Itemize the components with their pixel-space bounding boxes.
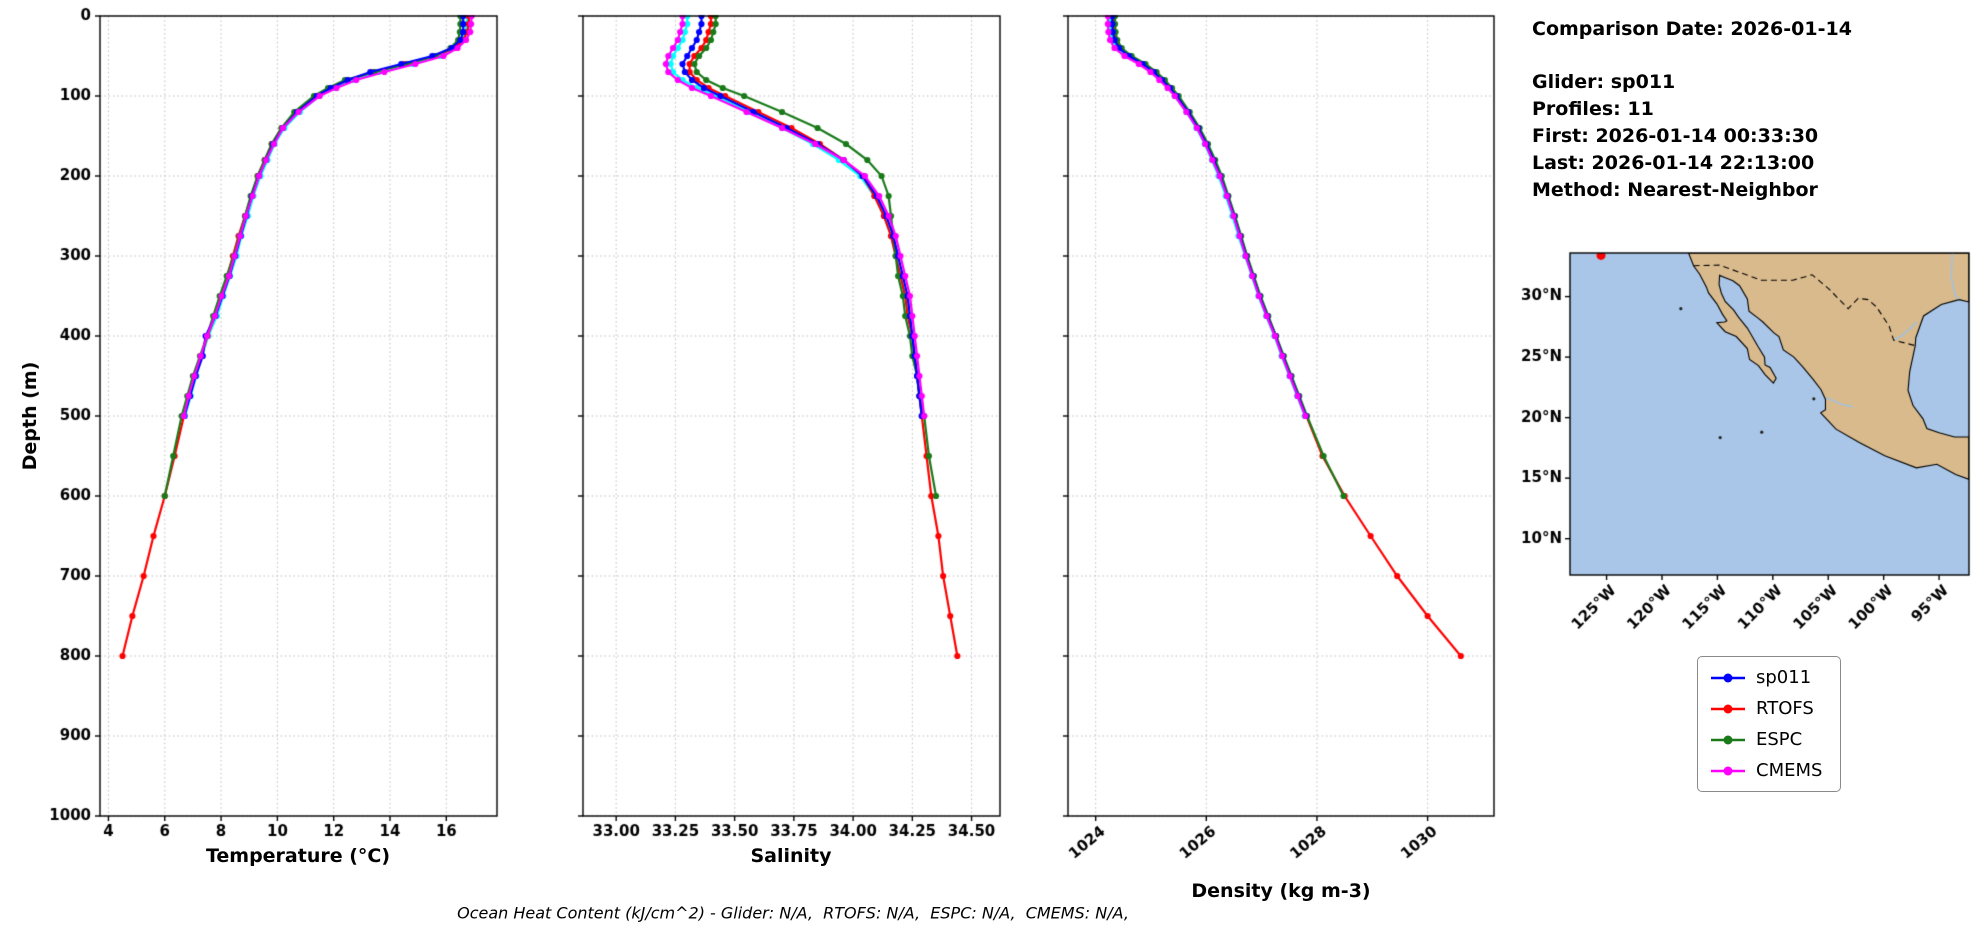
legend-item-sp011: sp011: [1710, 667, 1822, 688]
last-profile-time: Last: 2026-01-14 22:13:00: [1532, 152, 1815, 174]
legend-label: ESPC: [1756, 729, 1803, 750]
line-marker-swatch: [1711, 735, 1745, 744]
legend-item-rtofs: RTOFS: [1710, 698, 1822, 719]
info-spacer: [1532, 43, 1852, 69]
profiles-count: Profiles: 11: [1532, 98, 1654, 120]
legend-label: CMEMS: [1756, 760, 1823, 781]
line-marker-swatch: [1711, 673, 1745, 682]
line-marker-swatch: [1711, 766, 1745, 775]
legend-label: RTOFS: [1756, 698, 1814, 719]
density-axis-label: Density (kg m-3): [1191, 880, 1371, 902]
comparison-info-block: Comparison Date: 2026-01-14 Glider: sp01…: [1532, 16, 1852, 204]
line-marker-swatch: [1711, 704, 1745, 713]
legend-item-espc: ESPC: [1710, 729, 1822, 750]
legend-item-cmems: CMEMS: [1710, 760, 1822, 781]
legend-label: sp011: [1756, 667, 1812, 688]
glider-name: Glider: sp011: [1532, 71, 1676, 93]
temperature-axis-label: Temperature (°C): [205, 845, 391, 867]
comparison-date: Comparison Date: 2026-01-14: [1532, 18, 1852, 40]
first-profile-time: First: 2026-01-14 00:33:30: [1532, 125, 1819, 147]
legend: sp011 RTOFS ESPC CMEMS: [1697, 656, 1842, 792]
comparison-method: Method: Nearest-Neighbor: [1532, 179, 1818, 201]
salinity-axis-label: Salinity: [750, 845, 832, 867]
depth-axis-label: Depth (m): [19, 361, 41, 471]
ocean-heat-content-caption: Ocean Heat Content (kJ/cm^2) - Glider: N…: [457, 903, 1129, 923]
